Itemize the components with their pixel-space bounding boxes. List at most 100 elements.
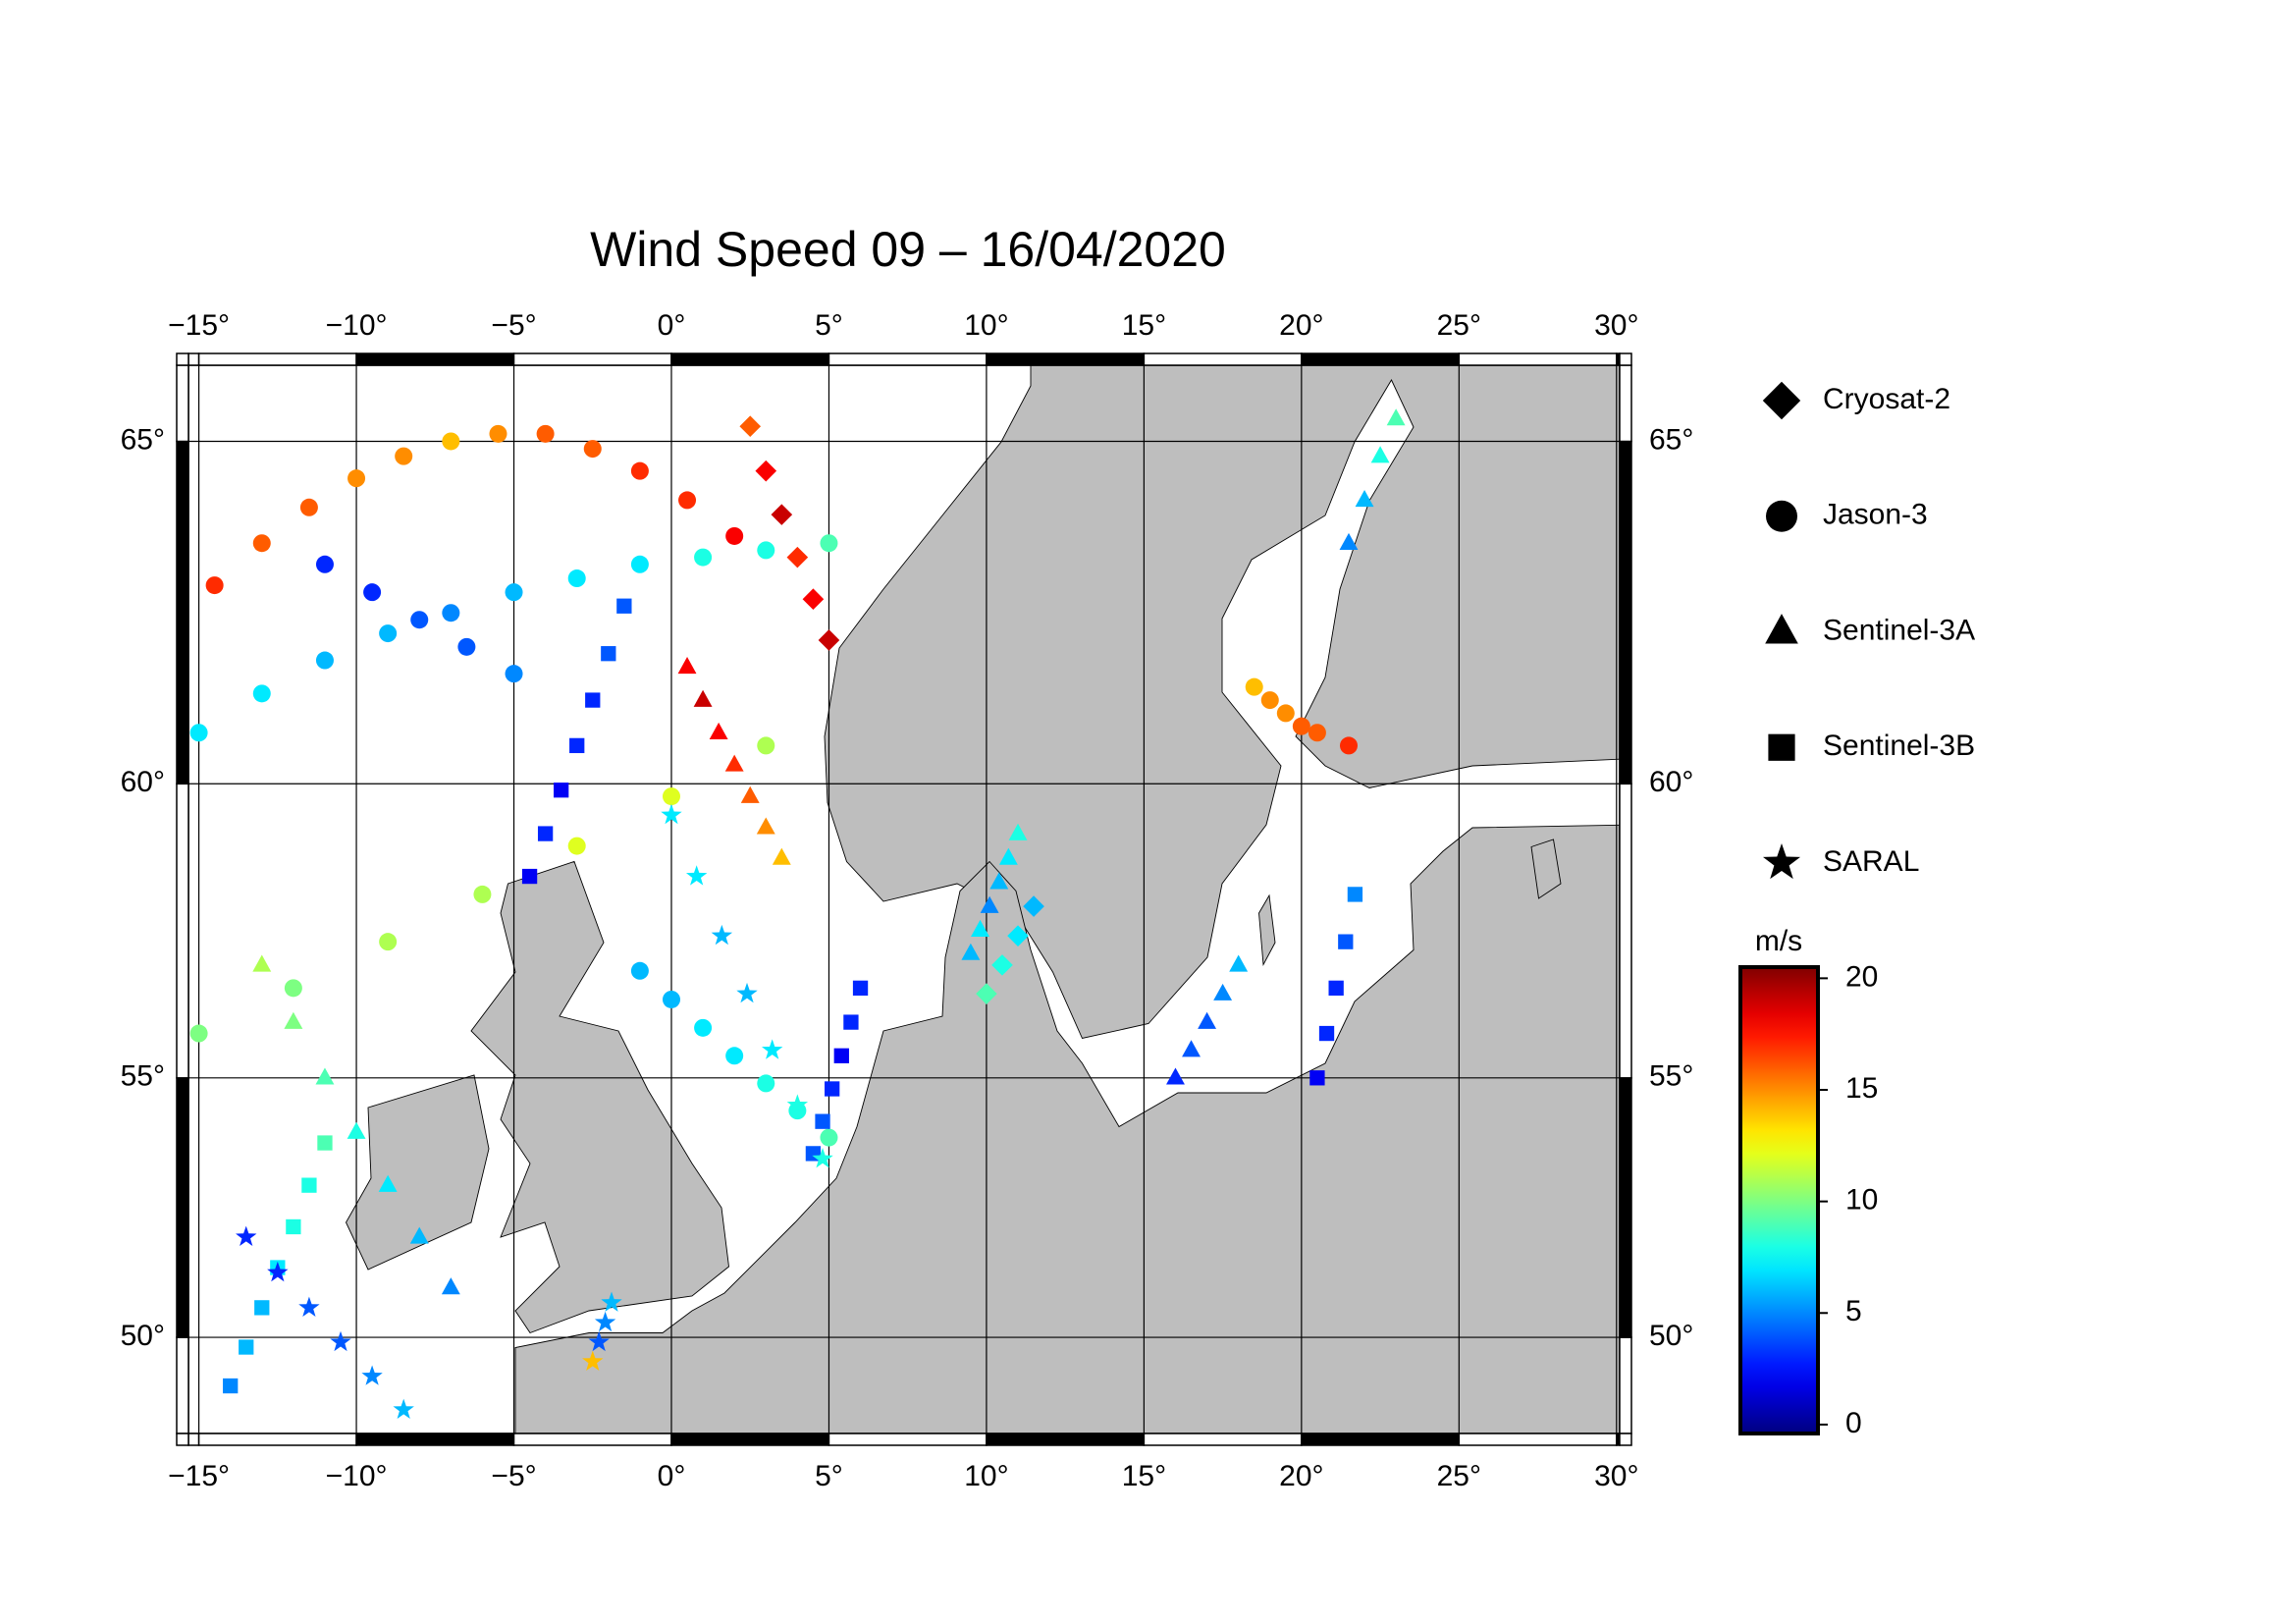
frame-segment bbox=[1143, 352, 1303, 366]
legend-marker bbox=[1765, 614, 1798, 644]
wind-point bbox=[971, 919, 989, 937]
legend-label: Sentinel-3B bbox=[1823, 730, 1975, 762]
wind-point bbox=[284, 979, 302, 998]
x-tick-label: 25° bbox=[1437, 1460, 1481, 1492]
wind-point bbox=[1339, 736, 1358, 755]
wind-point bbox=[205, 576, 224, 595]
colorbar bbox=[1738, 965, 1820, 1435]
frame-segment bbox=[1301, 352, 1461, 366]
wind-point bbox=[284, 1011, 303, 1029]
wind-point bbox=[976, 983, 997, 1004]
wind-point bbox=[1309, 1070, 1325, 1086]
wind-point bbox=[286, 1218, 301, 1235]
wind-point bbox=[582, 1350, 604, 1372]
wind-point bbox=[409, 1226, 429, 1244]
wind-point bbox=[711, 924, 733, 946]
wind-point bbox=[1370, 446, 1390, 463]
wind-point bbox=[489, 424, 507, 443]
wind-point bbox=[567, 837, 586, 855]
wind-point bbox=[442, 604, 460, 622]
frame-segment bbox=[670, 1433, 830, 1446]
wind-point bbox=[1182, 1040, 1201, 1057]
colorbar-tick-label: 0 bbox=[1845, 1407, 1862, 1439]
wind-point bbox=[442, 432, 460, 451]
continent bbox=[514, 824, 1620, 1434]
legend-label: SARAL bbox=[1823, 845, 1919, 878]
wind-point bbox=[756, 817, 775, 835]
wind-point bbox=[677, 656, 697, 675]
wind-point bbox=[833, 1048, 849, 1063]
ireland bbox=[345, 1074, 490, 1271]
wind-point bbox=[457, 637, 476, 656]
legend-label: Sentinel-3A bbox=[1823, 614, 1975, 646]
frame-segment bbox=[1143, 1433, 1303, 1446]
frame-segment bbox=[512, 1433, 672, 1446]
wind-point bbox=[812, 1148, 833, 1168]
wind-point bbox=[299, 498, 318, 516]
wind-point bbox=[315, 555, 334, 573]
wind-point bbox=[379, 624, 398, 643]
wind-point bbox=[1023, 895, 1044, 917]
wind-point bbox=[852, 980, 869, 996]
wind-point bbox=[1347, 887, 1363, 902]
legend-marker bbox=[1762, 843, 1801, 880]
frame-segment bbox=[176, 440, 189, 785]
wind-point bbox=[441, 1277, 460, 1295]
wind-point bbox=[378, 1174, 398, 1192]
wind-point bbox=[739, 415, 762, 438]
wind-point bbox=[685, 865, 708, 886]
wind-point bbox=[521, 868, 538, 885]
wind-point bbox=[505, 665, 523, 683]
frame-segment bbox=[197, 352, 357, 366]
x-tick-label: 5° bbox=[815, 1460, 843, 1492]
frame-segment bbox=[1619, 1433, 1632, 1446]
wind-point bbox=[223, 1378, 239, 1394]
wind-point bbox=[1308, 724, 1326, 742]
wind-point bbox=[252, 954, 272, 972]
frame-segment bbox=[670, 352, 830, 366]
legend-marker bbox=[1762, 381, 1801, 420]
wind-point bbox=[961, 943, 981, 960]
wind-point bbox=[786, 546, 809, 568]
x-tick-label: 0° bbox=[658, 1460, 686, 1492]
wind-point bbox=[802, 588, 825, 611]
wind-point bbox=[252, 534, 271, 553]
wind-point bbox=[1328, 980, 1344, 996]
wind-point bbox=[189, 1024, 208, 1043]
frame-segment bbox=[176, 1077, 189, 1338]
wind-point bbox=[736, 982, 758, 1003]
wind-point bbox=[567, 569, 586, 588]
y-tick-label: 50° bbox=[121, 1320, 165, 1352]
wind-point bbox=[820, 1128, 838, 1147]
legend-label: Cryosat-2 bbox=[1823, 383, 1950, 415]
frame-segment bbox=[1619, 783, 1632, 1079]
x-tick-label: −15° bbox=[168, 309, 230, 342]
frame-segment bbox=[1619, 364, 1632, 443]
wind-point bbox=[363, 583, 382, 602]
colorbar-tick-label: 10 bbox=[1845, 1184, 1878, 1217]
frame-segment bbox=[187, 1433, 200, 1446]
wind-point bbox=[1260, 691, 1279, 710]
wind-point bbox=[1008, 823, 1028, 840]
frame-segment bbox=[1301, 1433, 1461, 1446]
x-tick-label: −5° bbox=[491, 309, 536, 342]
frame-segment bbox=[512, 352, 672, 366]
wind-point bbox=[1213, 983, 1233, 1001]
wind-point bbox=[772, 847, 791, 865]
wind-point bbox=[1386, 408, 1406, 426]
frame-segment bbox=[176, 1336, 189, 1434]
wind-point bbox=[818, 629, 840, 651]
wind-point bbox=[583, 440, 602, 459]
frame-segment bbox=[828, 352, 988, 366]
frame-segment bbox=[1458, 1433, 1618, 1446]
wind-point bbox=[1229, 954, 1249, 972]
wind-point bbox=[771, 504, 793, 525]
wind-point bbox=[537, 826, 554, 841]
legend-marker bbox=[1766, 500, 1797, 532]
legend-marker bbox=[1768, 733, 1795, 761]
frame-segment bbox=[197, 1433, 357, 1446]
y-tick-label: 65° bbox=[1649, 423, 1693, 456]
x-tick-label: 15° bbox=[1122, 1460, 1166, 1492]
